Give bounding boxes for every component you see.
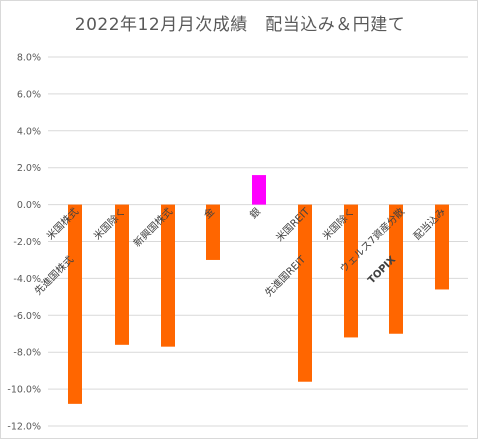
bar-米国除く (435, 204, 449, 290)
y-tick-label: 6.0% (17, 89, 41, 100)
bar-米国除く (161, 204, 175, 347)
y-tick-label: -8.0% (13, 348, 41, 359)
y-tick-label: 2.0% (17, 163, 41, 174)
y-tick-label: -4.0% (13, 274, 41, 285)
y-tick-label: -10.0% (7, 385, 41, 396)
y-tick-label: 4.0% (17, 126, 41, 137)
y-tick-label: -2.0% (13, 237, 41, 248)
bar-米国株式 (68, 204, 82, 404)
bar-銀 (298, 204, 312, 382)
y-tick-label: 8.0% (17, 53, 41, 64)
y-tick-label: -12.0% (7, 422, 41, 433)
y-tick-label: -6.0% (13, 311, 41, 322)
bar-先進国REIT (389, 204, 403, 334)
y-tick-label: 0.0% (17, 200, 41, 211)
chart-title: 2022年12月月次成績 配当込み＆円建て (74, 15, 406, 35)
bar-金 (252, 175, 266, 205)
bar-先進国株式 (115, 204, 129, 345)
bar-米国REIT (344, 204, 358, 338)
category-label: 銀 (247, 205, 263, 221)
bar-新興国株式 (206, 204, 220, 260)
